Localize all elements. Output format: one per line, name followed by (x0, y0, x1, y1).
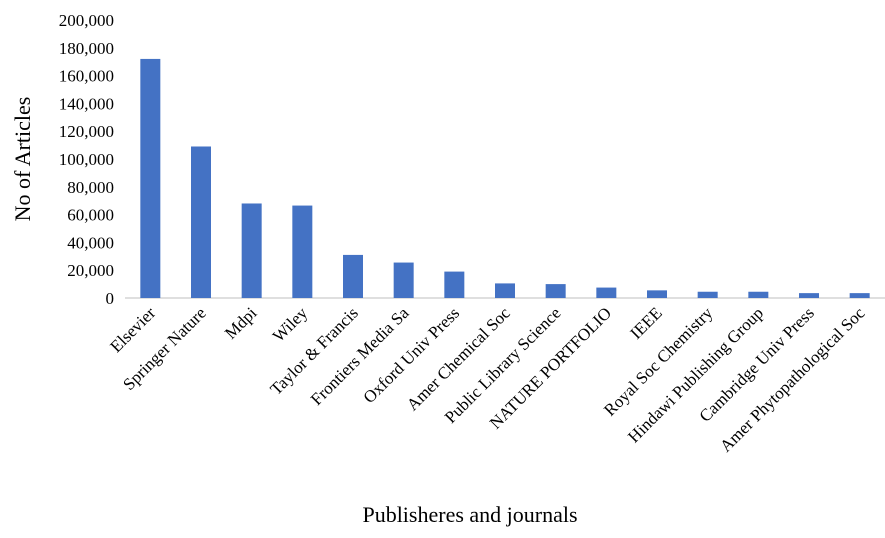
bar (191, 146, 211, 298)
y-tick-label: 0 (106, 289, 115, 308)
y-tick-label: 120,000 (59, 122, 114, 141)
x-tick-label: Mdpi (221, 303, 261, 343)
y-tick-label: 100,000 (59, 150, 114, 169)
bar (596, 287, 617, 298)
y-tick-label: 180,000 (59, 39, 114, 58)
bar (849, 293, 870, 298)
bar (748, 291, 769, 298)
y-tick-label: 160,000 (59, 67, 114, 86)
bar (697, 291, 718, 298)
y-tick-label: 80,000 (67, 178, 114, 197)
y-tick-label: 200,000 (59, 11, 114, 30)
y-tick-label: 140,000 (59, 94, 114, 113)
bar (241, 203, 262, 298)
x-tick-label: IEEE (626, 303, 665, 342)
y-axis-title: No of Articles (10, 97, 35, 222)
bar (393, 262, 414, 298)
y-tick-label: 20,000 (67, 261, 114, 280)
bar (343, 254, 363, 298)
bars (140, 58, 870, 298)
bar (292, 205, 313, 298)
bar (647, 290, 667, 298)
x-tick-label: Taylor & Francis (266, 303, 361, 398)
y-tick-label: 40,000 (67, 233, 114, 252)
x-axis-title: Publisheres and journals (362, 502, 577, 527)
bar (799, 293, 819, 298)
x-tick-label: Wiley (269, 303, 312, 346)
bar (140, 58, 161, 298)
bar (495, 283, 515, 298)
bar (545, 284, 566, 298)
bar (444, 271, 465, 298)
y-tick-label: 60,000 (67, 206, 114, 225)
y-axis-ticks: 0 20,000 40,000 60,000 80,000 100,000 120,000 1… (59, 11, 114, 308)
